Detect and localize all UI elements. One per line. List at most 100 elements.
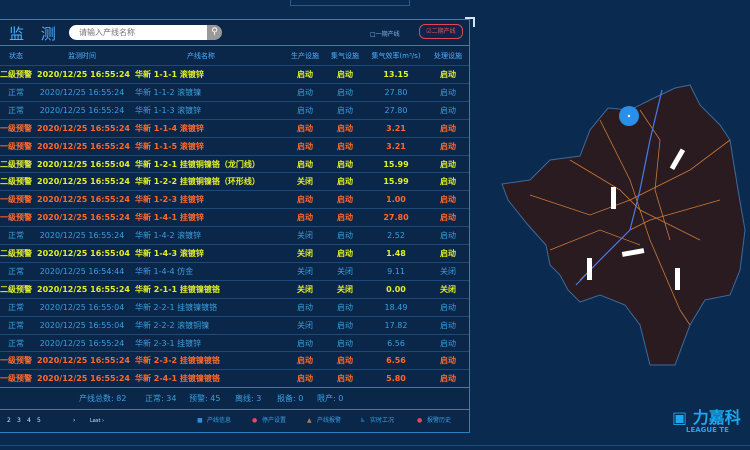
monitor-panel: 监 测 ⚲ □一期产线 ☑二期产线 状态 监测时间 产线名称 生产设施 集气设施… [0,17,475,433]
corner-decoration [465,17,475,27]
page-title: 监 测 [9,25,62,43]
cell-status: 一级预警 [0,195,32,205]
river [575,89,663,286]
summary-total: 产线总数: 82 [79,394,127,403]
legend-label[interactable]: 产线报警 [317,417,342,424]
cell-efficiency: 5.80 [386,374,406,384]
cell-name: 华新 2-4-1 挂镀镍镀铬 [135,374,220,384]
cell-status: 正常 [8,231,24,241]
cell-efficiency: 9.11 [387,266,405,276]
cell-efficiency: 3.21 [386,141,406,151]
table-row[interactable]: 一级预警 2020/12/25 16:55:24 华新 1-2-3 挂镀锌 启动 启动 1… [0,190,469,208]
cell-name: 华新 1-2-1 挂镀铜镍铬（龙门线） [135,159,260,169]
cell-status: 正常 [8,338,24,348]
cell-name: 华新 1-1-2 滚镀镍 [135,87,202,97]
col-name[interactable]: 产线名称 [187,52,215,60]
search-icon[interactable]: ⚲ [207,25,222,40]
table-row[interactable]: 二级预警 2020/12/25 16:55:04 华新 1-2-1 挂镀铜镍铬（龙门… [0,154,469,173]
page-4[interactable]: 4 [27,417,31,424]
table-row[interactable]: 正常 2020/12/25 16:55:24 华新 1-1-2 滚镀镍 启动 启动 27.… [0,82,469,101]
cell-efficiency: 15.99 [383,159,409,169]
cell-efficiency: 27.80 [384,87,408,97]
cell-collection: 启动 [337,320,353,330]
cell-name: 华新 1-1-4 滚镀锌 [135,123,204,133]
table-row[interactable]: 正常 2020/12/25 16:55:04 华新 2-2-1 挂镀镍镀铬 启动 启动 1… [0,297,469,316]
cell-treatment: 启动 [440,141,456,151]
cell-name: 华新 2-3-1 挂镀锌 [135,338,202,348]
cell-treatment: 启动 [440,338,456,348]
table-row[interactable]: 二级预警 2020/12/25 16:55:24 华新 2-1-1 挂镀镍镀铬 关闭 关… [0,279,469,298]
col-treatment[interactable]: 处理设施 [434,52,462,60]
location-dot [627,114,631,118]
cell-collection: 启动 [337,231,353,241]
cell-production: 启动 [297,70,313,79]
cell-collection: 启动 [337,70,353,79]
col-collection[interactable]: 集气设施 [331,52,359,60]
cell-status: 二级预警 [0,249,32,258]
table-row[interactable]: 二级预警 2020/12/25 16:55:04 华新 1-4-3 滚镀锌 关闭 启动 1… [0,244,469,262]
cell-treatment: 启动 [440,177,456,187]
table-row[interactable]: 一级预警 2020/12/25 16:55:24 华新 1-4-1 挂镀锌 启动 启动 2… [0,208,469,226]
district-map[interactable] [490,80,750,380]
cell-name: 华新 2-2-1 挂镀镍镀铬 [135,302,218,312]
table-row[interactable]: 正常 2020/12/25 16:54:44 华新 1-4-4 仿金 关闭 关闭 9.11… [0,261,469,280]
table-row[interactable]: 一级预警 2020/12/25 16:55:24 华新 1-1-5 滚镀锌 启动 启动 3… [0,136,469,155]
cell-treatment: 关闭 [440,284,456,294]
cell-name: 华新 1-4-3 滚镀锌 [135,249,204,258]
col-efficiency[interactable]: 集气效率(m³/s) [371,52,421,60]
pagination: 2 3 4 5 › Last › ■ 产线信息 ● 停产设置 ▲ 产线报警 ♿ 实时工况 ● 报警… [0,409,469,433]
page-2[interactable]: 2 [7,417,11,424]
cell-name: 华新 2-2-2 滚镀铜镍 [135,320,210,330]
table-row[interactable]: 一级预警 2020/12/25 16:55:24 华新 2-4-1 挂镀镍镀铬 启动 启… [0,369,469,387]
cell-production: 关闭 [297,231,313,241]
phase1-checkbox[interactable]: □一期产线 [370,31,400,38]
col-status[interactable]: 状态 [9,52,23,60]
cell-production: 启动 [297,141,313,151]
next-page[interactable]: › [73,417,76,424]
cell-time: 2020/12/25 16:55:24 [37,123,130,133]
legend-label[interactable]: 停产设置 [262,417,287,424]
table-row[interactable]: 一级预警 2020/12/25 16:55:24 华新 1-1-4 滚镀锌 启动 启动 3… [0,118,469,137]
table-row[interactable]: 正常 2020/12/25 16:55:24 华新 1-1-3 滚镀锌 启动 启动 27.… [0,100,469,119]
phase2-checkbox[interactable]: ☑二期产线 [419,24,463,39]
cell-treatment: 启动 [440,123,456,133]
cell-name: 华新 1-2-2 挂镀铜镍铬（环形线） [135,177,260,187]
cell-collection: 启动 [337,87,353,97]
table-row[interactable]: 正常 2020/12/25 16:55:04 华新 2-2-2 滚镀铜镍 关闭 启动 17… [0,315,469,334]
page-5[interactable]: 5 [37,417,41,424]
cell-status: 正常 [8,320,24,330]
cell-collection: 启动 [337,213,353,223]
table-row[interactable]: 一级预警 2020/12/25 16:55:24 华新 2-3-2 挂镀镍镀铬 启动 启… [0,351,469,369]
table-row[interactable]: 二级预警 2020/12/25 16:55:24 华新 1-1-1 滚镀锌 启动 启动 1… [0,65,469,83]
page-3[interactable]: 3 [17,417,21,424]
search-input[interactable] [69,25,221,40]
cell-production: 关闭 [297,266,313,276]
cell-name: 华新 1-1-1 滚镀锌 [135,70,204,79]
cell-status: 正常 [8,266,24,276]
cell-status: 二级预警 [0,70,32,79]
alarm-history-icon: ● [417,417,423,424]
legend-label[interactable]: 产线信息 [207,417,232,424]
cell-name: 华新 2-3-2 挂镀镍镀铬 [135,356,220,366]
col-time[interactable]: 监测时间 [68,52,96,60]
table-row[interactable]: 正常 2020/12/25 16:55:24 华新 2-3-1 挂镀锌 启动 启动 6.5… [0,333,469,352]
top-decoration [290,0,410,6]
cell-name: 华新 2-1-1 挂镀镍镀铬 [135,284,220,294]
table-row[interactable]: 正常 2020/12/25 16:55:24 华新 1-4-2 滚镀锌 关闭 启动 2.5… [0,226,469,244]
table-row[interactable]: 二级预警 2020/12/25 16:55:24 华新 1-2-2 挂镀铜镍铬（环形… [0,172,469,190]
cell-name: 华新 1-4-1 挂镀锌 [135,213,204,223]
cell-production: 启动 [297,123,313,133]
cell-name: 华新 1-1-5 滚镀锌 [135,141,204,151]
cell-time: 2020/12/25 16:55:24 [39,338,125,348]
cell-name: 华新 1-4-4 仿金 [135,266,194,276]
site-markers[interactable] [587,148,686,290]
last-page[interactable]: Last › [90,418,105,424]
cell-treatment: 启动 [440,159,456,169]
legend-label[interactable]: 报警历史 [427,417,452,424]
legend-label[interactable]: 实时工况 [370,417,395,424]
cell-treatment: 启动 [440,249,456,258]
cell-production: 启动 [297,302,313,312]
col-production[interactable]: 生产设施 [291,52,319,60]
cell-efficiency: 3.21 [386,123,406,133]
cell-efficiency: 17.82 [384,320,408,330]
